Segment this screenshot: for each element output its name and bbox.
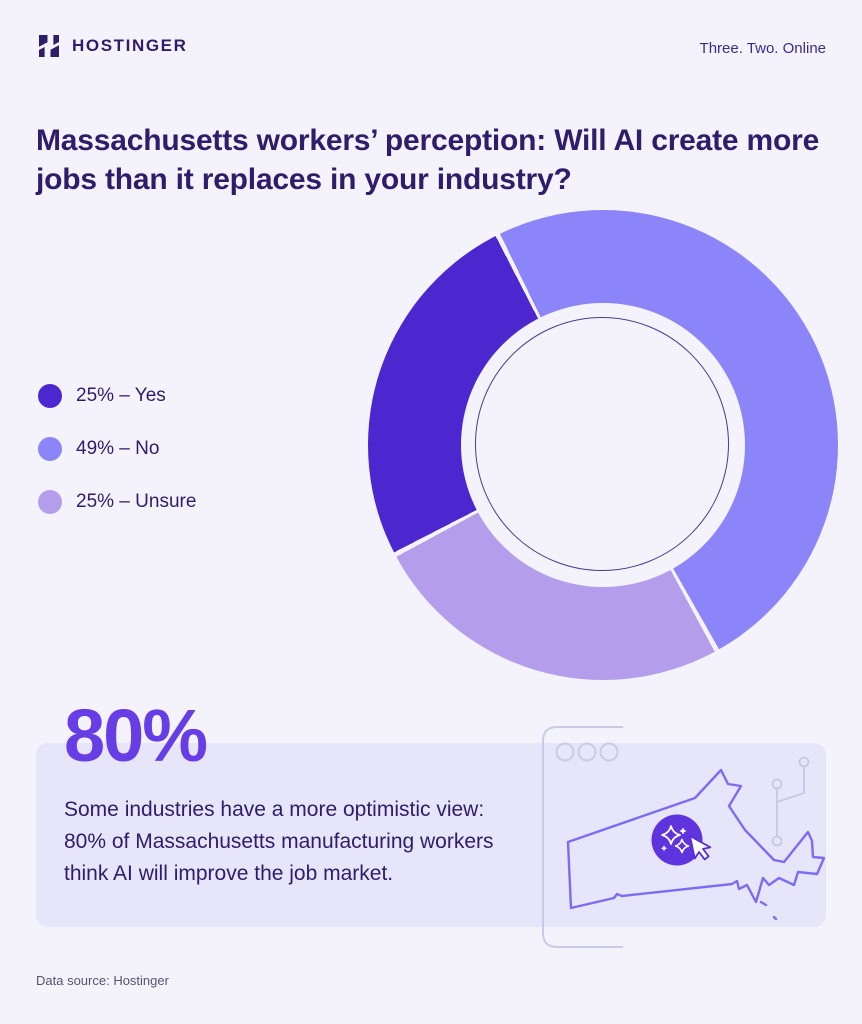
- ai-sparkle-badge-icon: [651, 814, 703, 866]
- stat-description: Some industries have a more optimistic v…: [64, 798, 494, 885]
- massachusetts-map-icon: [566, 768, 826, 921]
- data-source-note: Data source: Hostinger: [36, 973, 169, 988]
- legend-dot-yes-icon: [38, 384, 62, 408]
- legend-dot-unsure-icon: [38, 490, 62, 514]
- legend-dot-no-icon: [38, 437, 62, 461]
- window-dots-icon: [555, 742, 619, 762]
- circuit-icon: [771, 756, 810, 847]
- stat-value: 80%: [64, 694, 208, 777]
- brand-tagline: Three. Two. Online: [699, 40, 826, 57]
- hostinger-logo-icon: [39, 35, 59, 57]
- chart-legend: 25% – Yes 49% – No 25% – Unsure: [38, 383, 196, 542]
- hostinger-logo: HOSTINGER: [36, 33, 187, 59]
- massachusetts-illustration: [542, 726, 826, 948]
- legend-label: 25% – Yes: [76, 385, 166, 406]
- donut-chart: [368, 210, 838, 680]
- page-title: Massachusetts workers’ perception: Will …: [36, 124, 820, 197]
- browser-window-icon: [542, 726, 623, 948]
- legend-item-no: 49% – No: [38, 436, 196, 462]
- legend-item-unsure: 25% – Unsure: [38, 489, 196, 515]
- legend-item-yes: 25% – Yes: [38, 383, 196, 409]
- donut-inner-ring: [475, 317, 729, 571]
- donut-hole: [461, 303, 745, 587]
- brand-name: HOSTINGER: [72, 36, 188, 55]
- cursor-icon: [689, 835, 712, 861]
- legend-label: 25% – Unsure: [76, 491, 197, 512]
- legend-label: 49% – No: [76, 438, 160, 459]
